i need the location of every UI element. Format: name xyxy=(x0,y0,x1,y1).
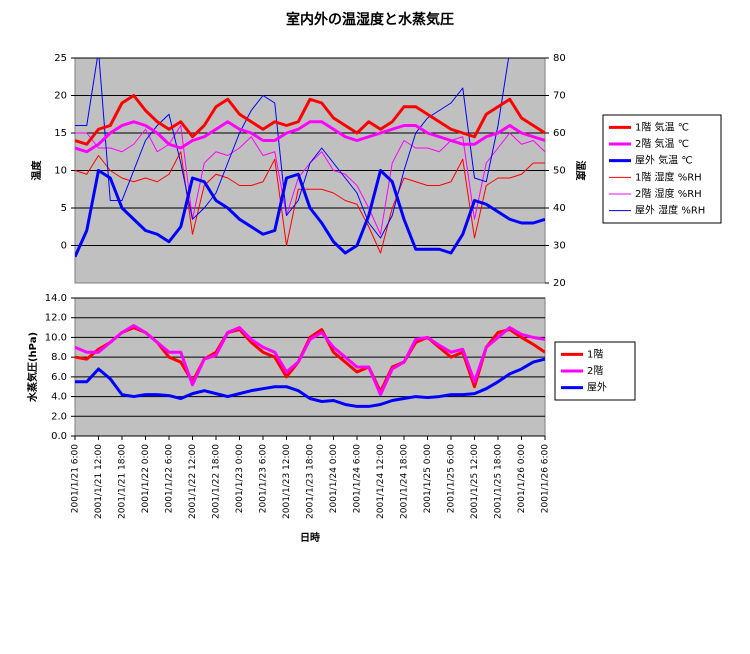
y2-tick-label: 60 xyxy=(553,128,566,139)
x-tick-label: 2001/1/23 6:00 xyxy=(259,444,269,513)
x-tick-label: 2001/1/22 6:00 xyxy=(165,444,175,513)
plot-lines xyxy=(75,324,545,408)
y-tick-label: 2.0 xyxy=(51,411,67,422)
y2-tick-label: 50 xyxy=(553,166,566,177)
x-tick-label: 2001/1/25 18:00 xyxy=(494,444,504,519)
y2-tick-label: 80 xyxy=(553,53,566,64)
y-tick-label: 4.0 xyxy=(51,392,67,403)
x-tick-label: 2001/1/22 12:00 xyxy=(188,444,198,519)
x-tick-label: 2001/1/21 6:00 xyxy=(71,444,81,513)
y-tick-label: 14.0 xyxy=(45,293,67,304)
x-tick-label: 2001/1/24 6:00 xyxy=(353,444,363,513)
y-tick-label: 20 xyxy=(54,91,67,102)
y-tick-label: 12.0 xyxy=(45,313,67,324)
x-tick-label: 2001/1/26 0:00 xyxy=(517,444,527,513)
series-line xyxy=(75,151,545,254)
y-tick-label: 0.0 xyxy=(51,431,67,442)
legend-label: 1階 気温 ℃ xyxy=(635,120,689,133)
y-tick-label: 15 xyxy=(54,128,67,139)
x-tick-label: 2001/1/24 0:00 xyxy=(329,444,339,513)
y-axis-label: 水蒸気圧(hPa) xyxy=(26,332,39,403)
x-tick-label: 2001/1/22 18:00 xyxy=(212,444,222,519)
y2-tick-label: 20 xyxy=(553,278,566,289)
x-axis-label: 日時 xyxy=(300,531,320,544)
y-tick-label: 10 xyxy=(54,166,67,177)
legend-label: 2階 湿度 %RH xyxy=(635,187,702,200)
legend-label: 屋外 気温 ℃ xyxy=(635,154,693,167)
plot-area xyxy=(74,297,546,437)
x-tick-label: 2001/1/26 6:00 xyxy=(541,444,551,513)
x-tick-label: 2001/1/25 6:00 xyxy=(447,444,457,513)
y2-tick-label: 40 xyxy=(553,203,566,214)
series-line xyxy=(75,324,545,397)
chart-title: 室内外の温湿度と水蒸気圧 xyxy=(286,11,454,28)
y-tick-label: 10.0 xyxy=(45,332,67,343)
series-line xyxy=(75,94,545,146)
y-tick-label: 6.0 xyxy=(51,372,67,383)
legend-label: 2階 気温 ℃ xyxy=(635,137,689,150)
legend-label: 屋外 湿度 %RH xyxy=(635,204,705,217)
plot-lines xyxy=(75,58,545,258)
y2-axis-label: 湿度 xyxy=(574,161,587,182)
x-tick-label: 2001/1/21 18:00 xyxy=(118,444,128,519)
legend-label: 2階 xyxy=(587,365,603,377)
y-tick-label: 25 xyxy=(54,53,67,64)
series-line xyxy=(75,169,545,258)
x-tick-label: 2001/1/22 0:00 xyxy=(141,444,151,513)
y2-tick-label: 30 xyxy=(553,241,566,252)
x-tick-label: 2001/1/23 18:00 xyxy=(306,444,316,519)
legend-label: 1階 xyxy=(587,348,603,360)
series-line xyxy=(75,120,545,154)
legend-box xyxy=(554,341,636,401)
x-tick-label: 2001/1/23 12:00 xyxy=(282,444,292,519)
legend-box xyxy=(602,114,722,224)
x-tick-label: 2001/1/25 0:00 xyxy=(423,444,433,513)
x-tick-label: 2001/1/24 12:00 xyxy=(376,444,386,519)
x-tick-label: 2001/1/24 18:00 xyxy=(400,444,410,519)
legend-label: 1階 湿度 %RH xyxy=(635,170,702,183)
x-tick-label: 2001/1/23 0:00 xyxy=(235,444,245,513)
x-tick-label: 2001/1/21 12:00 xyxy=(94,444,104,519)
x-tick-label: 2001/1/25 12:00 xyxy=(470,444,480,519)
y-tick-label: 5 xyxy=(61,203,67,214)
series-line xyxy=(75,357,545,408)
legend-label: 屋外 xyxy=(587,382,607,394)
y2-tick-label: 70 xyxy=(553,91,566,102)
y-tick-label: 8.0 xyxy=(51,352,67,363)
y-axis-label: 温度 xyxy=(30,160,43,181)
y-tick-label: 0 xyxy=(61,241,67,252)
